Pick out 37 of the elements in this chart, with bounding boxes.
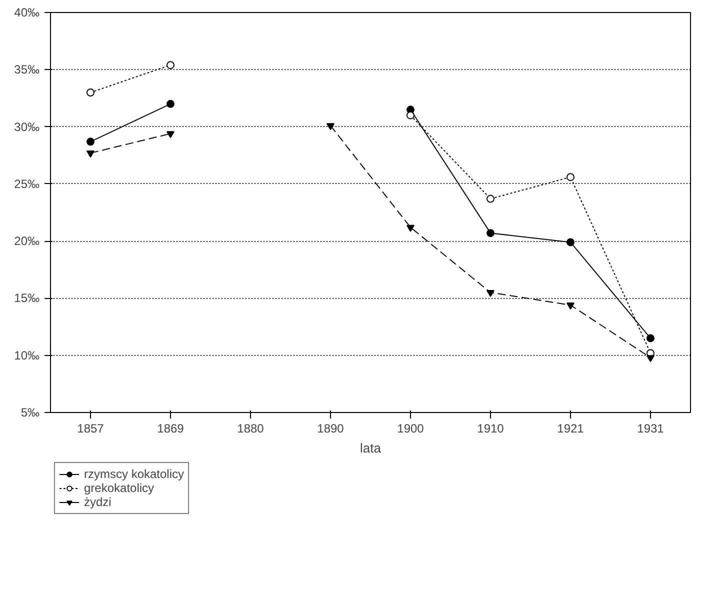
x-tick-label: 1869 — [157, 422, 184, 436]
legend-label: grekokatolicy — [84, 481, 154, 495]
point — [486, 229, 494, 238]
point — [406, 111, 414, 120]
point — [566, 302, 574, 310]
point — [166, 100, 174, 108]
point — [86, 88, 94, 96]
point — [326, 123, 334, 130]
point — [566, 173, 574, 182]
x-tick-label: 1931 — [637, 422, 664, 436]
x-axis-title: lata — [360, 440, 382, 456]
point — [566, 238, 574, 246]
y-tick-label: 20‰ — [14, 234, 40, 248]
point — [406, 224, 414, 232]
y-tick-label: 10‰ — [14, 348, 40, 362]
point — [486, 290, 494, 298]
y-tick-label: 35‰ — [14, 62, 40, 77]
point — [166, 131, 174, 138]
x-tick-label: 1890 — [317, 422, 344, 436]
legend-label: rzymscy kokatolicy — [84, 467, 184, 481]
x-tick-label: 1900 — [397, 422, 424, 436]
point — [646, 334, 654, 342]
y-tick-label: 40‰ — [14, 6, 40, 20]
y-tick-label: 25‰ — [14, 176, 40, 191]
point — [166, 61, 174, 70]
x-tick-label: 1921 — [557, 422, 584, 436]
y-tick-label: 30‰ — [14, 120, 40, 134]
point — [486, 194, 494, 203]
x-tick-label: 1857 — [77, 422, 104, 436]
legend-label: żydzi — [84, 495, 112, 509]
y-tick-label: 15‰ — [14, 291, 40, 306]
point — [86, 150, 94, 158]
y-tick-label: 5‰ — [20, 406, 40, 420]
x-tick-label: 1880 — [237, 422, 264, 436]
point — [86, 138, 94, 146]
point — [646, 355, 654, 362]
x-tick-label: 1910 — [477, 422, 504, 436]
